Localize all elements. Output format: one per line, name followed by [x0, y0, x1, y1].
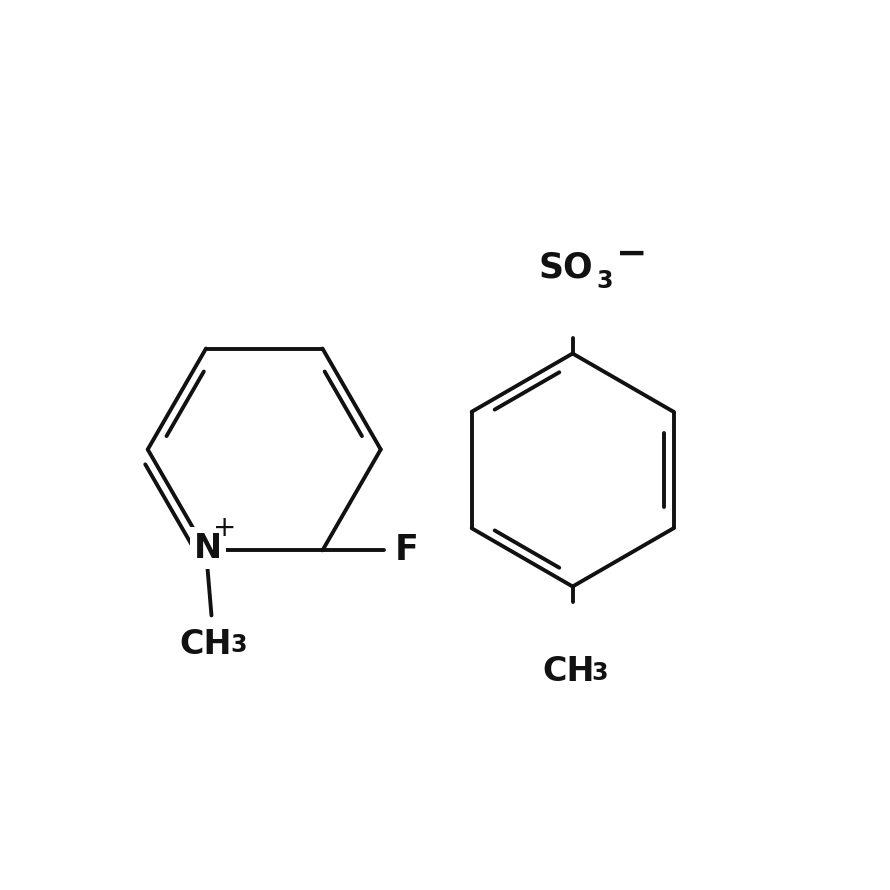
Text: +: +	[214, 514, 237, 542]
Text: CH: CH	[542, 655, 595, 688]
Text: 3: 3	[592, 660, 608, 684]
Text: SO: SO	[538, 251, 593, 285]
Text: CH: CH	[180, 627, 232, 660]
Text: F: F	[395, 533, 419, 567]
Text: N: N	[194, 532, 222, 565]
Text: 3: 3	[231, 633, 247, 657]
Text: 3: 3	[596, 269, 613, 293]
Text: −: −	[617, 237, 648, 272]
